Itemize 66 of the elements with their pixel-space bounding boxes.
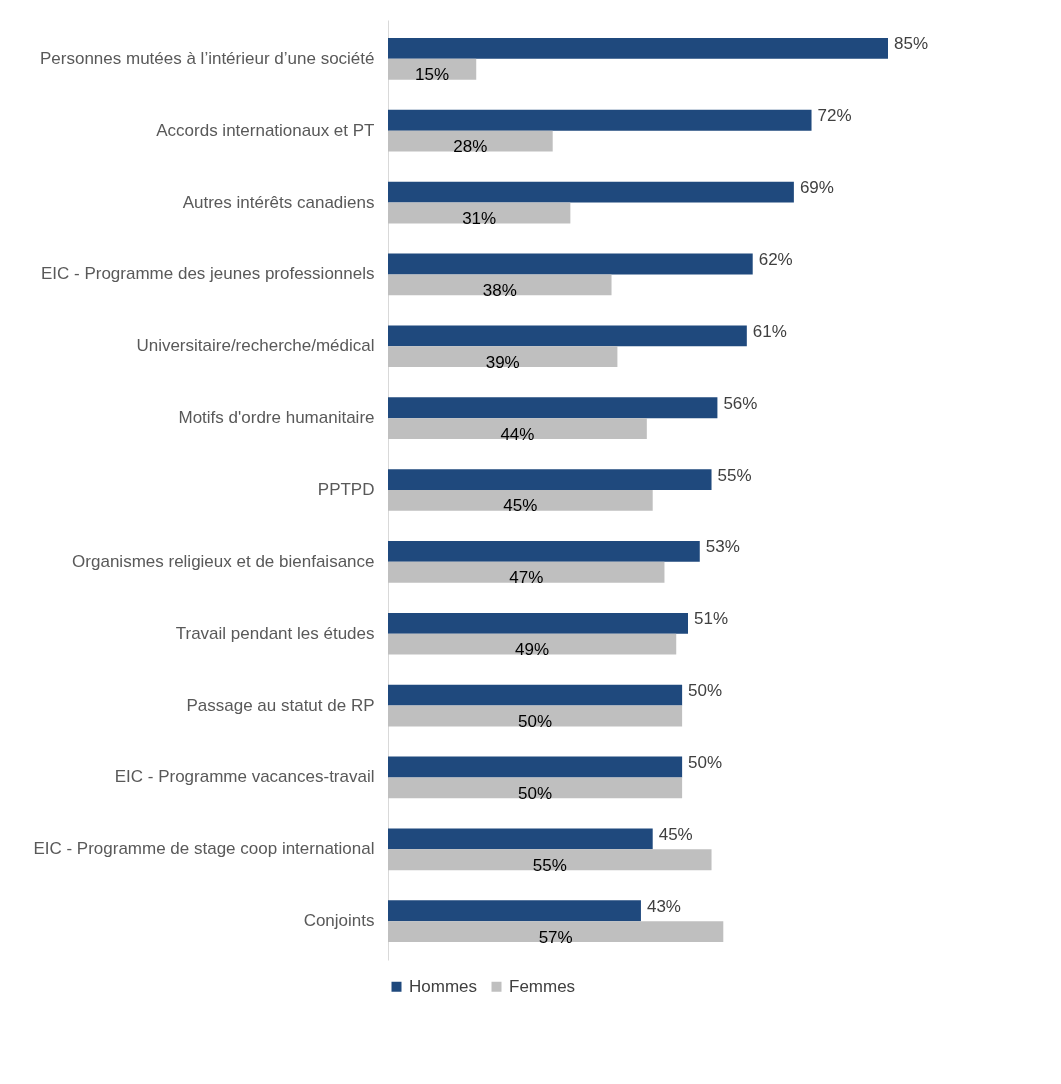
data-label: 72% [817, 106, 852, 126]
data-label: 50% [518, 783, 553, 803]
bar [388, 469, 712, 490]
bar [388, 921, 724, 943]
data-label: 56% [723, 393, 758, 413]
bar [388, 490, 653, 511]
bar [388, 253, 753, 275]
bar [388, 849, 712, 871]
data-label: 39% [485, 352, 520, 372]
bar [388, 130, 553, 152]
data-label: 62% [758, 249, 793, 269]
data-label: 45% [503, 496, 538, 516]
bar [388, 109, 812, 131]
y-tick-label: Travail pendant les études [175, 623, 375, 643]
y-tick-label: Motifs d'ordre humanitaire [178, 408, 375, 428]
bar [388, 202, 571, 224]
data-label: 38% [482, 280, 517, 300]
legend-label: Hommes [409, 976, 478, 996]
bar [388, 828, 653, 850]
data-label: 85% [894, 34, 929, 54]
data-label: 31% [462, 208, 497, 228]
y-tick-label: Organismes religieux et de bienfaisance [72, 551, 375, 571]
data-label: 43% [646, 896, 681, 916]
bar [388, 561, 665, 583]
data-label: 44% [500, 424, 535, 444]
data-label: 69% [799, 178, 834, 198]
bar [388, 397, 718, 419]
y-tick-label: Autres intérêts canadiens [182, 192, 375, 212]
bar [388, 756, 683, 778]
bar [388, 325, 747, 347]
bar [388, 900, 641, 922]
y-tick-label: EIC - Programme vacances-travail [114, 767, 375, 787]
y-tick-label: Universitaire/recherche/médical [136, 336, 375, 356]
bar [388, 777, 683, 799]
data-label: 57% [538, 927, 573, 947]
data-label: 55% [532, 855, 567, 875]
data-label: 53% [705, 537, 740, 557]
data-label: 61% [752, 321, 787, 341]
bar [388, 274, 612, 296]
y-tick-label: PPTPD [317, 480, 375, 499]
data-label: 50% [518, 712, 553, 732]
bar [388, 181, 794, 203]
y-tick-label: EIC - Programme de stage coop international [33, 839, 375, 859]
data-label: 45% [658, 824, 693, 844]
data-label: 49% [515, 640, 550, 660]
y-tick-label: Conjoints [303, 911, 375, 931]
bar [388, 418, 647, 439]
data-label: 47% [509, 568, 544, 588]
bar [388, 346, 618, 368]
y-tick-label: EIC - Programme des jeunes professionnels [40, 264, 375, 284]
bar [388, 612, 688, 634]
bar [388, 633, 677, 655]
y-tick-label: Personnes mutées à l’intérieur d’une société [39, 48, 375, 68]
y-tick-label: Accords internationaux et PT [156, 120, 375, 140]
data-label: 55% [717, 465, 752, 485]
bar [388, 37, 888, 59]
data-label: 50% [688, 753, 723, 773]
data-label: 50% [688, 681, 723, 701]
data-label: 51% [694, 609, 729, 629]
legend-label: Femmes [509, 976, 576, 996]
bar [388, 705, 683, 727]
data-label: 15% [415, 65, 450, 85]
data-label: 28% [453, 137, 488, 157]
y-tick-label: Passage au statut de RP [186, 695, 375, 715]
bar [388, 684, 683, 706]
bar [388, 541, 700, 562]
